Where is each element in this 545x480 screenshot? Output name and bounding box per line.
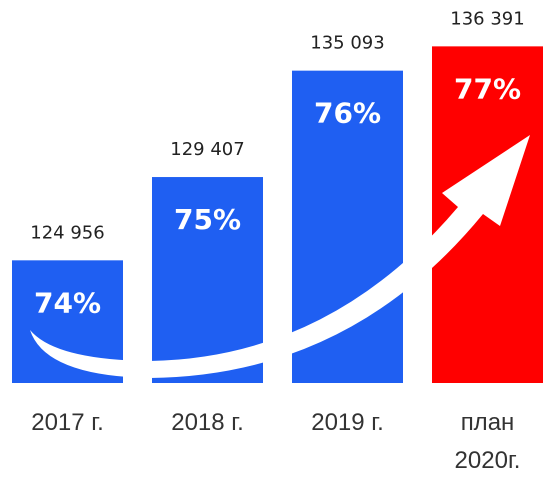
percent-label: 75% — [174, 203, 241, 236]
value-label: 136 391 — [450, 8, 524, 29]
growth-arrow — [30, 135, 530, 378]
chart: 124 956 74% 129 407 75% 135 093 76% 136 391 77% — [12, 8, 543, 383]
page: 124 956 74% 129 407 75% 135 093 76% 136 391 77%… — [12, 8, 543, 474]
x-tick-label: 2018 г. — [171, 409, 244, 436]
value-label: 135 093 — [310, 33, 384, 54]
percent-label: 77% — [454, 72, 521, 105]
x-tick-label: 2019 г. — [311, 409, 384, 436]
value-label: 129 407 — [170, 139, 244, 160]
labels: 124 956 74% 129 407 75% 135 093 76% 136 391 77% — [30, 8, 524, 319]
value-label: 124 956 — [30, 222, 104, 243]
percent-label: 74% — [34, 286, 101, 319]
bars — [12, 46, 543, 383]
x-tick-label: 2017 г. — [31, 409, 104, 436]
percent-label: 76% — [314, 97, 381, 130]
